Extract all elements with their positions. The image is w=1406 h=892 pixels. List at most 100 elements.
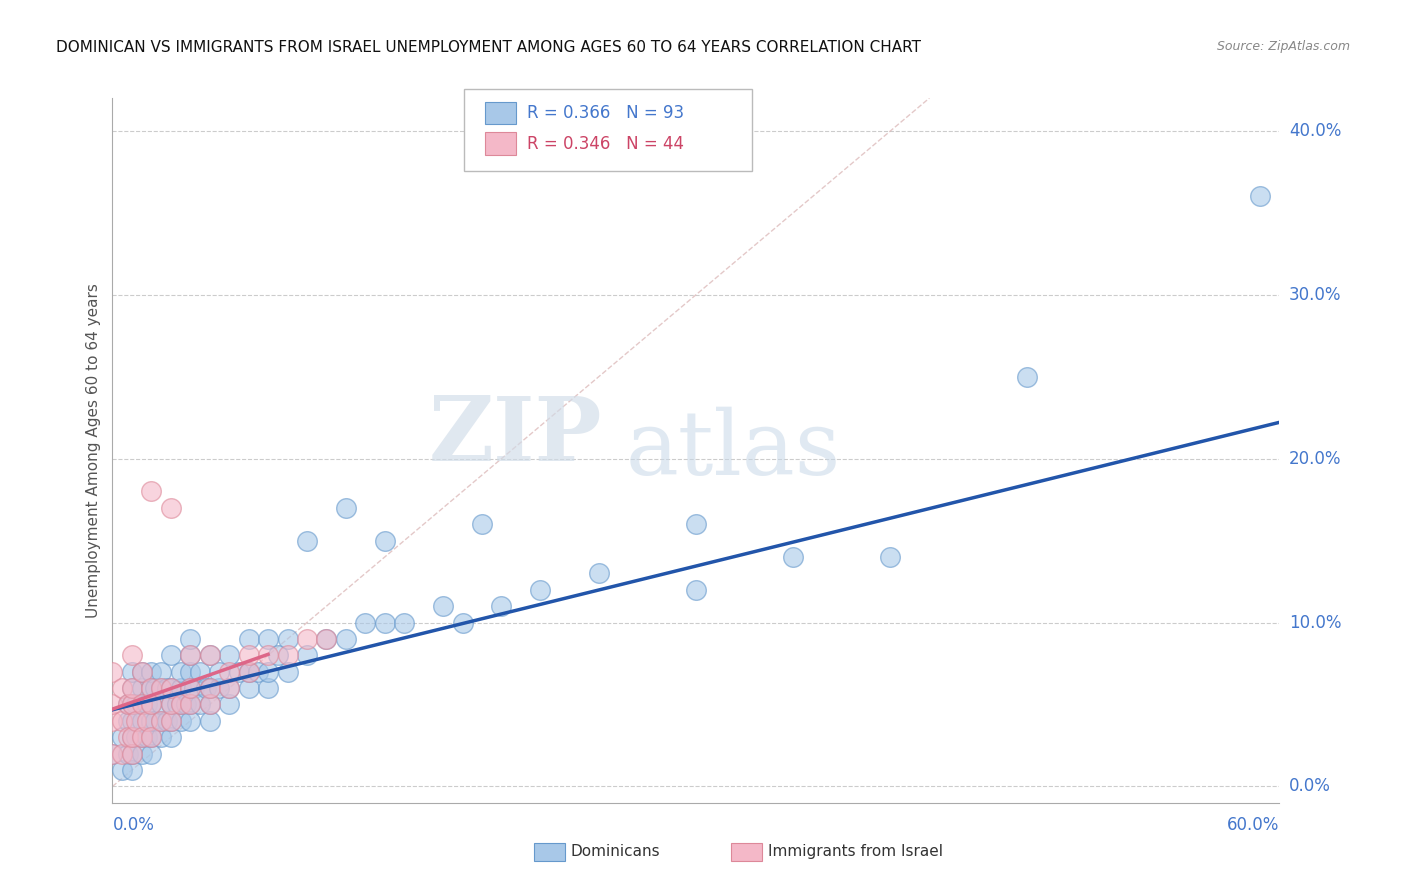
Point	[160, 698, 183, 712]
Point	[121, 763, 143, 777]
Point	[188, 698, 211, 712]
Point	[141, 681, 163, 695]
Point	[208, 681, 231, 695]
Point	[136, 714, 159, 728]
Point	[198, 681, 221, 695]
Point	[782, 549, 804, 564]
Point	[136, 698, 159, 712]
Text: Source: ZipAtlas.com: Source: ZipAtlas.com	[1216, 40, 1350, 54]
Point	[218, 648, 240, 663]
Point	[374, 533, 396, 548]
Point	[685, 582, 707, 597]
Point	[198, 648, 221, 663]
Point	[117, 731, 139, 745]
Point	[169, 681, 191, 695]
Point	[432, 599, 454, 614]
Text: 20.0%: 20.0%	[1289, 450, 1341, 467]
Point	[257, 681, 280, 695]
Point	[141, 698, 163, 712]
Point	[198, 698, 221, 712]
Point	[101, 665, 124, 679]
Point	[121, 698, 143, 712]
Point	[179, 698, 201, 712]
Point	[335, 632, 357, 646]
Point	[131, 665, 153, 679]
Point	[451, 615, 474, 630]
Point	[117, 714, 139, 728]
Point	[169, 665, 191, 679]
Point	[131, 714, 153, 728]
Point	[183, 681, 205, 695]
Point	[143, 714, 166, 728]
Point	[131, 731, 153, 745]
Point	[238, 681, 260, 695]
Point	[150, 681, 173, 695]
Point	[588, 566, 610, 581]
Text: Immigrants from Israel: Immigrants from Israel	[768, 845, 942, 859]
Point	[131, 747, 153, 761]
Point	[143, 681, 166, 695]
Point	[169, 698, 191, 712]
Point	[150, 698, 173, 712]
Point	[141, 681, 163, 695]
Point	[111, 763, 134, 777]
Point	[141, 698, 163, 712]
Point	[117, 698, 139, 712]
Point	[150, 681, 173, 695]
Point	[354, 615, 377, 630]
Point	[238, 665, 260, 679]
Point	[179, 632, 201, 646]
Text: 40.0%: 40.0%	[1289, 122, 1341, 140]
Point	[491, 599, 513, 614]
Point	[117, 698, 139, 712]
Point	[121, 648, 143, 663]
Point	[179, 681, 201, 695]
Point	[218, 681, 240, 695]
Point	[238, 632, 260, 646]
Point	[879, 549, 901, 564]
Point	[141, 484, 163, 499]
Point	[1308, 549, 1330, 564]
Point	[1288, 549, 1310, 564]
Text: Dominicans: Dominicans	[571, 845, 661, 859]
Point	[471, 517, 494, 532]
Point	[218, 665, 240, 679]
Point	[179, 698, 201, 712]
Point	[141, 747, 163, 761]
Point	[125, 698, 148, 712]
Point	[276, 665, 298, 679]
Point	[1015, 369, 1038, 384]
Point	[179, 648, 201, 663]
Point	[121, 714, 143, 728]
Point	[111, 714, 134, 728]
Point	[315, 632, 337, 646]
Point	[121, 681, 143, 695]
Point	[179, 681, 201, 695]
Point	[141, 665, 163, 679]
Point	[160, 714, 183, 728]
Point	[150, 665, 173, 679]
Point	[169, 698, 191, 712]
Point	[160, 714, 183, 728]
Point	[374, 615, 396, 630]
Point	[295, 533, 318, 548]
Text: ZIP: ZIP	[429, 392, 603, 480]
Point	[156, 681, 179, 695]
Text: atlas: atlas	[626, 407, 841, 494]
Point	[685, 517, 707, 532]
Point	[315, 632, 337, 646]
Point	[1249, 189, 1271, 203]
Point	[141, 714, 163, 728]
Point	[228, 665, 250, 679]
Point	[121, 681, 143, 695]
Point	[125, 714, 148, 728]
Text: 10.0%: 10.0%	[1289, 614, 1341, 632]
Point	[295, 648, 318, 663]
Point	[198, 648, 221, 663]
Point	[121, 665, 143, 679]
Point	[257, 632, 280, 646]
Point	[131, 681, 153, 695]
Point	[295, 632, 318, 646]
Point	[160, 698, 183, 712]
Point	[198, 714, 221, 728]
